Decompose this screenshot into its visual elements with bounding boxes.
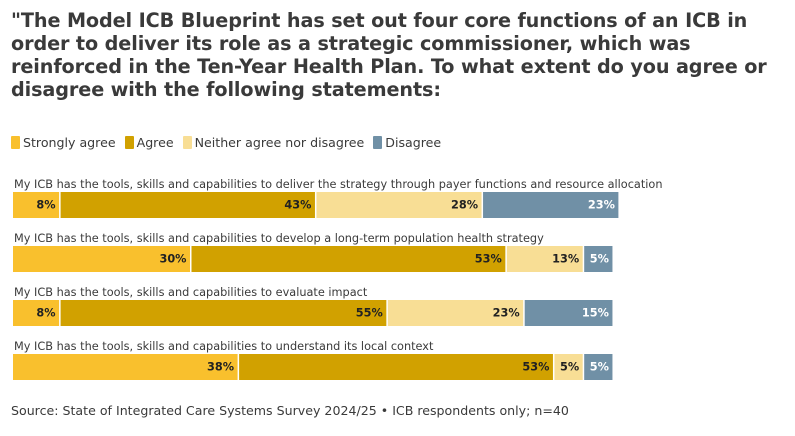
data-label: 28% bbox=[451, 199, 478, 212]
bar-segment bbox=[554, 354, 583, 380]
legend-item: Neither agree nor disagree bbox=[182, 134, 365, 150]
legend-label: Neither agree nor disagree bbox=[194, 134, 365, 150]
source-note: Source: State of Integrated Care Systems… bbox=[11, 403, 569, 418]
data-label: 23% bbox=[588, 199, 615, 212]
bar-segment bbox=[60, 300, 387, 326]
category-label: My ICB has the tools, skills and capabil… bbox=[14, 178, 663, 191]
data-label: 43% bbox=[284, 199, 311, 212]
data-label: 53% bbox=[522, 361, 549, 374]
legend-item: Agree bbox=[124, 134, 174, 150]
data-label: 38% bbox=[207, 361, 234, 374]
data-label: 23% bbox=[493, 307, 520, 320]
data-label: 5% bbox=[590, 253, 609, 266]
bar-segment bbox=[483, 192, 619, 218]
chart-legend: Strongly agree Agree Neither agree nor dis… bbox=[11, 132, 450, 152]
data-label: 5% bbox=[560, 361, 579, 374]
data-label: 55% bbox=[356, 307, 383, 320]
data-label: 30% bbox=[159, 253, 186, 266]
legend-swatch bbox=[124, 135, 134, 149]
chart-title: "The Model ICB Blueprint has set out fou… bbox=[11, 9, 767, 101]
data-label: 13% bbox=[552, 253, 579, 266]
data-label: 15% bbox=[582, 307, 609, 320]
bar-segment bbox=[13, 246, 190, 272]
bar-segment bbox=[239, 354, 553, 380]
bar-segment bbox=[387, 300, 524, 326]
bar-segment bbox=[316, 192, 482, 218]
bar-segment bbox=[584, 246, 613, 272]
category-label: My ICB has the tools, skills and capabil… bbox=[14, 232, 544, 245]
legend-swatch bbox=[373, 135, 383, 149]
legend-label: Agree bbox=[136, 134, 174, 150]
legend-swatch bbox=[11, 135, 20, 149]
bar-segment bbox=[584, 354, 613, 380]
data-label: 8% bbox=[36, 307, 55, 320]
bar-segment bbox=[13, 354, 238, 380]
bar-segment bbox=[506, 246, 583, 272]
category-label: My ICB has the tools, skills and capabil… bbox=[14, 286, 368, 299]
legend-label: Strongly agree bbox=[23, 134, 116, 150]
bar-segment bbox=[191, 246, 506, 272]
bar-segment bbox=[13, 192, 60, 218]
bar-segment bbox=[524, 300, 613, 326]
bar-segment bbox=[60, 192, 315, 218]
legend-swatch bbox=[182, 135, 192, 149]
data-label: 53% bbox=[475, 253, 502, 266]
data-label: 5% bbox=[590, 361, 609, 374]
legend-label: Disagree bbox=[385, 134, 442, 150]
legend-item: Disagree bbox=[373, 135, 441, 150]
legend-item: Strongly agree bbox=[11, 135, 116, 150]
data-label: 8% bbox=[36, 199, 55, 212]
category-label: My ICB has the tools, skills and capabil… bbox=[14, 340, 434, 353]
bar-segment bbox=[13, 300, 60, 326]
